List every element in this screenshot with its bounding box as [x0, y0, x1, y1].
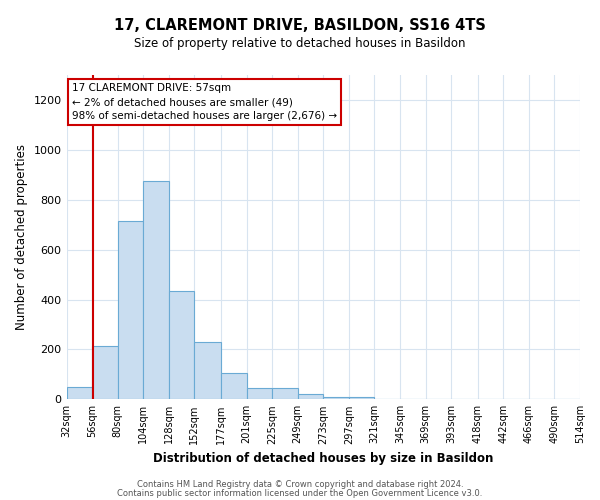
- Bar: [298, 394, 323, 400]
- Text: 17 CLAREMONT DRIVE: 57sqm
← 2% of detached houses are smaller (49)
98% of semi-d: 17 CLAREMONT DRIVE: 57sqm ← 2% of detach…: [71, 83, 337, 121]
- Text: 17, CLAREMONT DRIVE, BASILDON, SS16 4TS: 17, CLAREMONT DRIVE, BASILDON, SS16 4TS: [114, 18, 486, 32]
- Bar: [221, 373, 247, 400]
- X-axis label: Distribution of detached houses by size in Basildon: Distribution of detached houses by size …: [153, 452, 493, 465]
- Bar: [349, 397, 374, 400]
- Bar: [247, 388, 272, 400]
- Y-axis label: Number of detached properties: Number of detached properties: [15, 144, 28, 330]
- Bar: [323, 397, 349, 400]
- Bar: [143, 181, 169, 400]
- Bar: [169, 291, 194, 400]
- Bar: [92, 346, 118, 400]
- Bar: [194, 342, 221, 400]
- Text: Size of property relative to detached houses in Basildon: Size of property relative to detached ho…: [134, 38, 466, 51]
- Bar: [272, 388, 298, 400]
- Text: Contains HM Land Registry data © Crown copyright and database right 2024.: Contains HM Land Registry data © Crown c…: [137, 480, 463, 489]
- Bar: [118, 221, 143, 400]
- Bar: [67, 387, 92, 400]
- Text: Contains public sector information licensed under the Open Government Licence v3: Contains public sector information licen…: [118, 489, 482, 498]
